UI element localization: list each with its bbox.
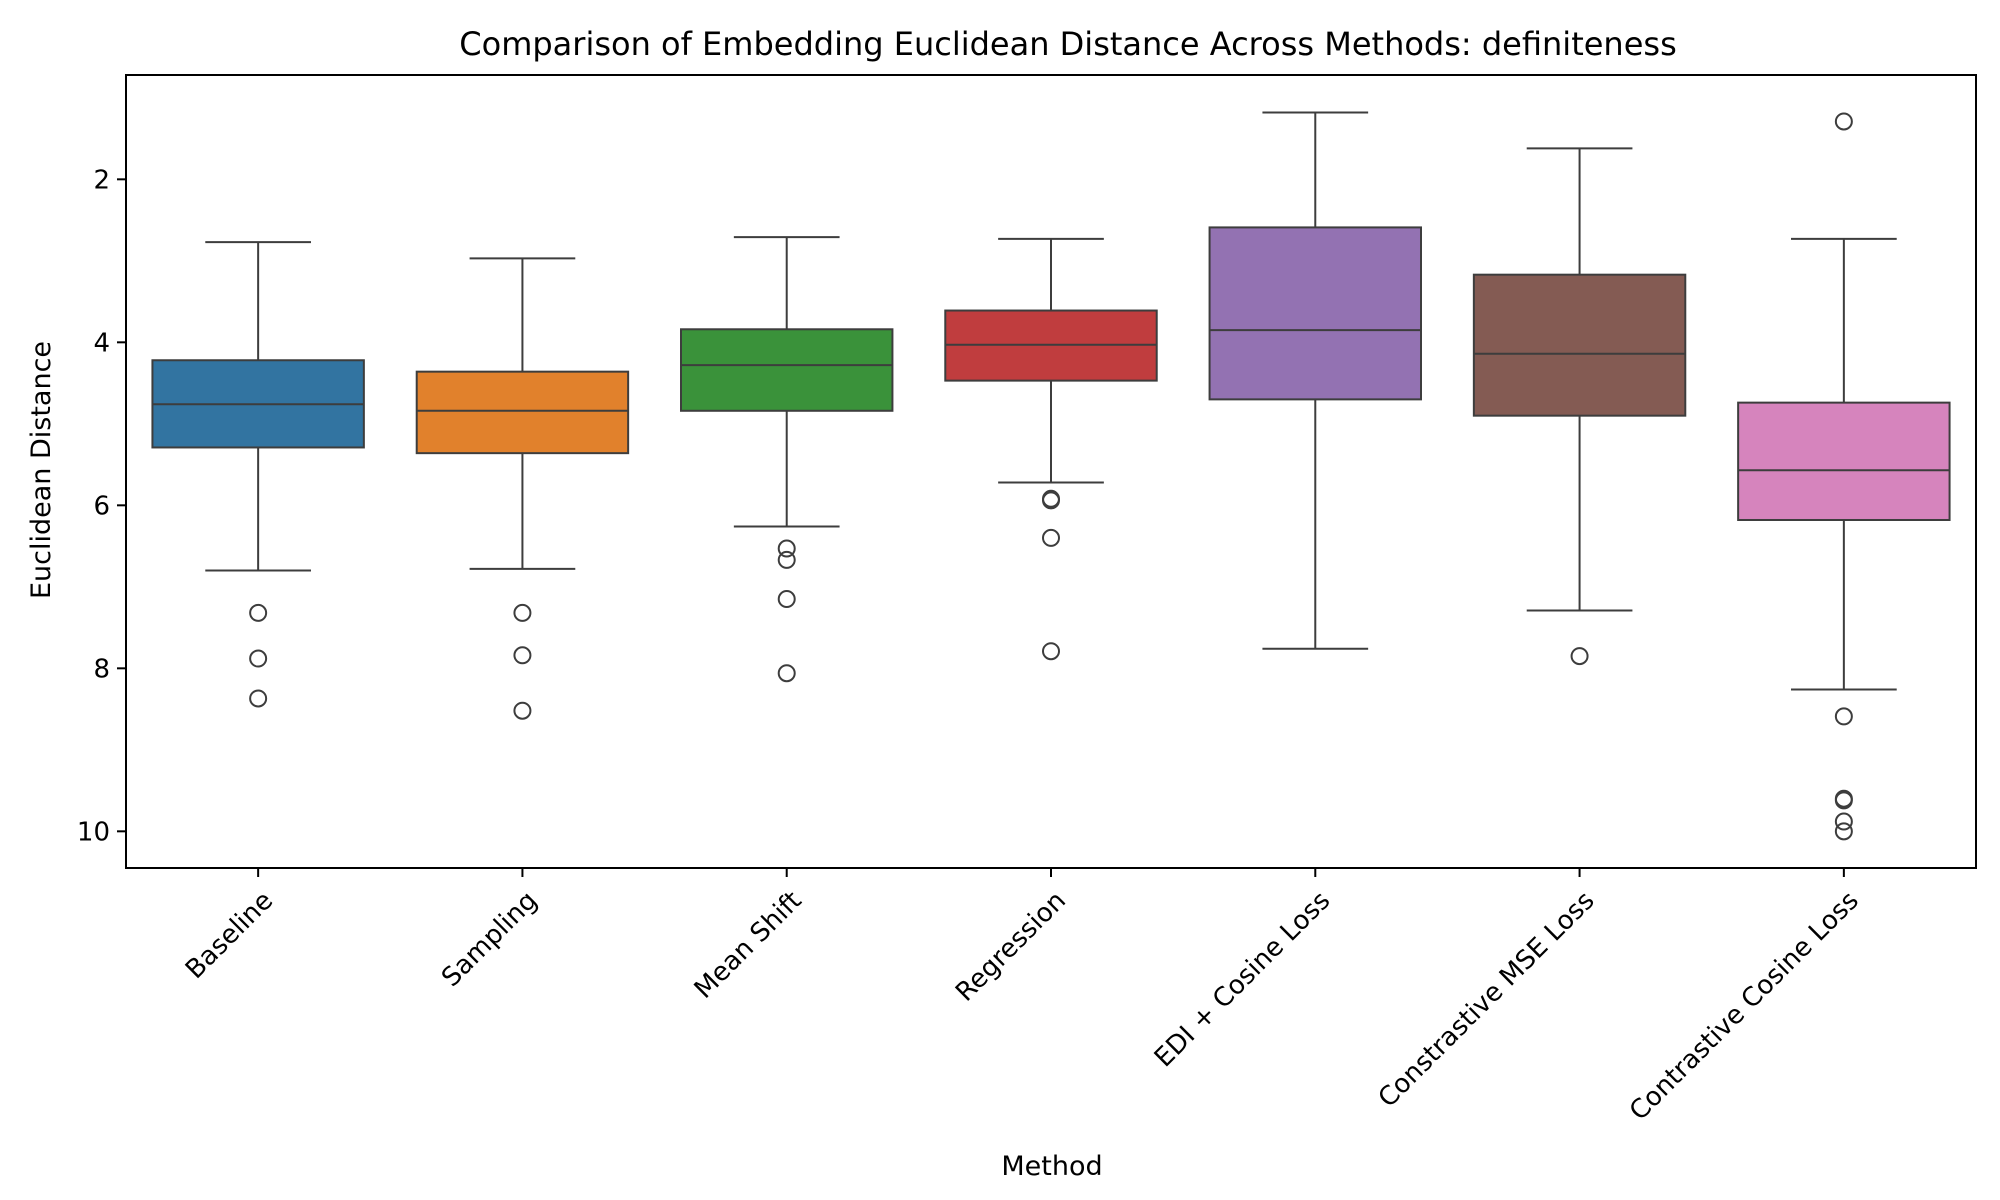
box-iqr bbox=[1472, 273, 1687, 417]
outlier-point bbox=[777, 539, 796, 558]
outlier-point bbox=[1042, 642, 1060, 661]
outlier-point bbox=[1042, 528, 1060, 547]
box-iqr bbox=[415, 370, 630, 455]
y-tick-label: 4 bbox=[93, 328, 110, 358]
outlier-point bbox=[513, 603, 532, 622]
box-iqr bbox=[1737, 401, 1951, 521]
y-tick-label: 6 bbox=[93, 491, 110, 521]
boxes-layer bbox=[151, 111, 1951, 841]
y-tick-label: 8 bbox=[93, 654, 110, 684]
outlier-point bbox=[777, 590, 796, 609]
y-axis: 2 4 6 8 10 bbox=[77, 165, 126, 847]
outlier-point bbox=[249, 603, 268, 622]
box-iqr bbox=[1208, 226, 1422, 401]
box-group-4 bbox=[1208, 111, 1422, 650]
outlier-point bbox=[1834, 812, 1853, 831]
outlier-point bbox=[513, 701, 532, 720]
box-group-2 bbox=[680, 236, 894, 683]
y-tick-label: 10 bbox=[77, 817, 110, 847]
box-group-5 bbox=[1472, 147, 1687, 666]
box-group-6 bbox=[1737, 112, 1951, 841]
outlier-point bbox=[777, 550, 796, 569]
outlier-point bbox=[1834, 791, 1853, 810]
outlier-point bbox=[513, 646, 532, 665]
box-iqr bbox=[680, 328, 894, 412]
outlier-point bbox=[1042, 491, 1060, 510]
box-group-1 bbox=[415, 257, 630, 720]
outlier-point bbox=[249, 689, 268, 708]
x-axis-label: Method bbox=[1001, 1151, 1102, 1182]
outlier-point bbox=[1834, 112, 1853, 131]
outlier-point bbox=[1834, 822, 1853, 841]
outlier-point bbox=[1570, 647, 1589, 666]
box-group-0 bbox=[151, 241, 365, 708]
box-group-3 bbox=[944, 237, 1158, 661]
y-tick-label: 2 bbox=[93, 165, 110, 195]
chart-title: Comparison of Embedding Euclidean Distan… bbox=[459, 25, 1676, 63]
outlier-point bbox=[249, 649, 268, 668]
y-axis-label: Euclidean Distance bbox=[26, 341, 57, 599]
outlier-point bbox=[1834, 707, 1853, 726]
outlier-point bbox=[777, 664, 796, 683]
